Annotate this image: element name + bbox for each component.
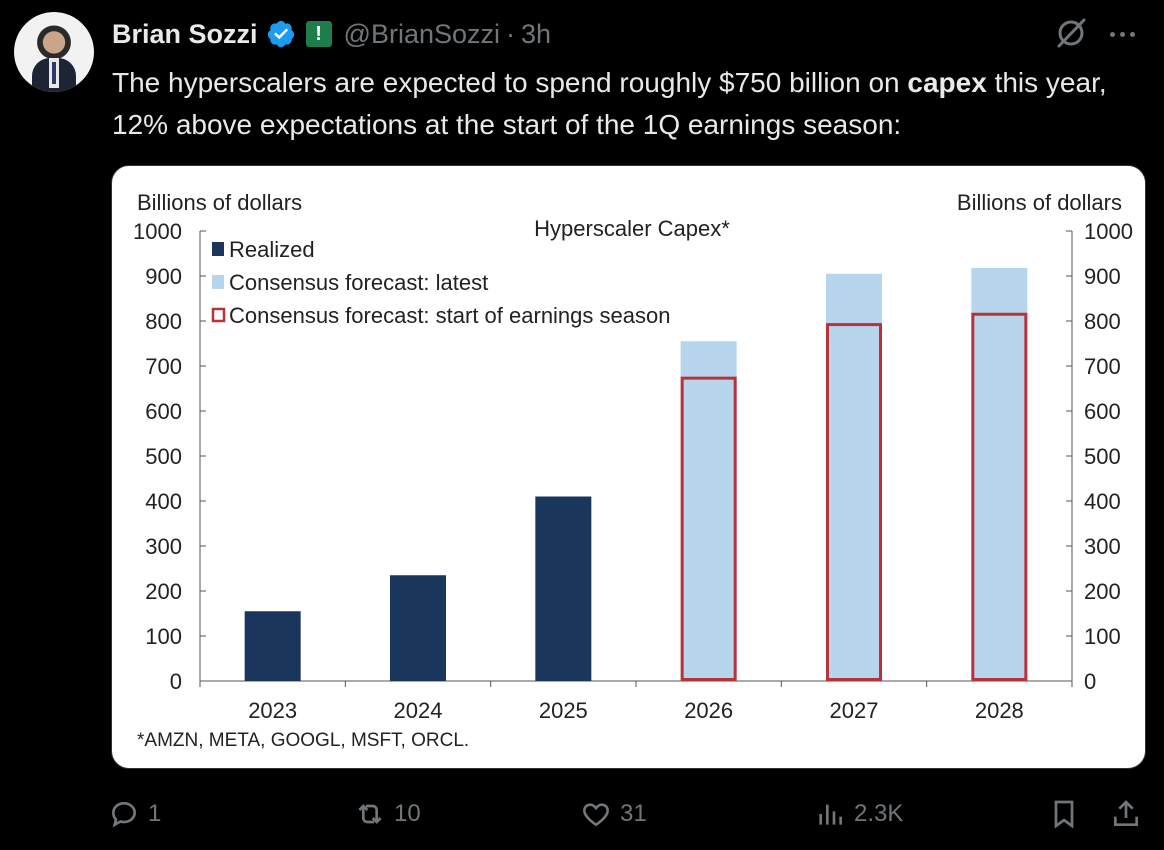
y-tick-label-right: 500 (1084, 444, 1121, 469)
y-tick-label-left: 300 (145, 534, 182, 559)
repost-count: 10 (394, 800, 421, 827)
views-button[interactable]: 2.3K (814, 798, 903, 830)
author-name[interactable]: Brian Sozzi (112, 18, 258, 49)
bar-consensus-start-outline (971, 312, 1028, 681)
y-tick-label-right: 300 (1084, 534, 1121, 559)
x-tick-label: 2026 (684, 698, 733, 723)
y-axis-label-right: Billions of dollars (957, 190, 1122, 215)
separator: · (506, 18, 515, 49)
tweet-text-bold: capex (907, 67, 987, 98)
bookmark-icon (1054, 800, 1074, 829)
bar-consensus-start-outline (680, 376, 737, 681)
bar-consensus-latest (680, 341, 737, 681)
y-tick-label-left: 900 (145, 264, 182, 289)
reply-count: 1 (148, 800, 162, 827)
repost-icon (358, 804, 382, 824)
x-tick-label: 2024 (394, 698, 443, 723)
views-count: 2.3K (854, 800, 904, 827)
y-tick-label-left: 1000 (133, 219, 182, 244)
bar-consensus-start-outline (826, 323, 882, 681)
tweet-time[interactable]: 3h (521, 18, 552, 49)
tweet-header: Brian Sozzi ! @BrianSozzi · 3h (112, 14, 551, 54)
y-tick-label-left: 800 (145, 309, 182, 334)
tweet-text-part1: The hyperscalers are expected to spend r… (112, 67, 908, 98)
y-tick-label-left: 400 (145, 489, 182, 514)
author-avatar[interactable] (14, 12, 94, 92)
reply-button[interactable]: 1 (108, 798, 161, 830)
verified-badge-icon (267, 20, 294, 48)
legend-swatch-realized (212, 242, 224, 256)
y-tick-label-left: 200 (145, 579, 182, 604)
y-tick-label-right: 800 (1084, 309, 1121, 334)
reply-icon (111, 801, 137, 828)
chart-title: Hyperscaler Capex* (534, 216, 730, 241)
share-button[interactable] (1110, 798, 1150, 830)
legend-swatch-consensus-start (211, 307, 226, 323)
y-tick-label-left: 100 (145, 624, 182, 649)
y-tick-label-left: 500 (145, 444, 182, 469)
like-count: 31 (620, 800, 647, 827)
bar-consensus-latest (971, 267, 1028, 681)
more-options-icon[interactable] (1110, 24, 1144, 44)
y-tick-label-left: 700 (145, 354, 182, 379)
y-tick-label-right: 100 (1084, 624, 1121, 649)
action-bar: 1 10 31 2.3K (0, 790, 1164, 844)
y-tick-label-right: 700 (1084, 354, 1121, 379)
y-tick-label-right: 200 (1084, 579, 1121, 604)
legend-label: Consensus forecast: start of earnings se… (229, 303, 670, 328)
bar-realized (535, 496, 592, 681)
affiliate-badge-icon: ! (305, 21, 332, 47)
x-tick-label: 2025 (539, 698, 588, 723)
y-tick-label-right: 0 (1084, 669, 1096, 694)
legend-swatch-consensus-latest (212, 275, 224, 289)
legend-label: Consensus forecast: latest (229, 270, 488, 295)
grok-icon[interactable] (1054, 16, 1088, 50)
tweet-text: The hyperscalers are expected to spend r… (112, 62, 1152, 146)
bar-realized (244, 611, 301, 681)
tweet-media-chart[interactable]: 0 0 100 100 200 200 300 300 400 400 500 500 600 600 70… (111, 165, 1146, 769)
bar-consensus-latest (826, 273, 882, 681)
bar-realized (390, 575, 446, 681)
bookmark-button[interactable] (1048, 798, 1088, 830)
x-tick-label: 2028 (975, 698, 1024, 723)
heart-icon (583, 803, 609, 827)
like-button[interactable]: 31 (580, 798, 647, 830)
repost-button[interactable]: 10 (354, 798, 421, 830)
legend-label: Realized (229, 237, 315, 262)
y-tick-label-left: 0 (170, 669, 182, 694)
y-tick-label-right: 400 (1084, 489, 1121, 514)
author-handle[interactable]: @BrianSozzi (343, 18, 500, 49)
views-icon (819, 804, 842, 825)
y-tick-label-right: 1000 (1084, 219, 1133, 244)
x-tick-label: 2023 (248, 698, 297, 723)
x-tick-label: 2027 (830, 698, 879, 723)
y-tick-label-right: 900 (1084, 264, 1121, 289)
y-tick-label-right: 600 (1084, 399, 1121, 424)
capex-chart: 0 0 100 100 200 200 300 300 400 400 500 500 600 600 70… (133, 190, 1133, 751)
y-tick-label-left: 600 (145, 399, 182, 424)
tweet-text-part2: this year, 12% above expectations at the… (112, 67, 1107, 140)
y-axis-label-left: Billions of dollars (137, 190, 302, 215)
avatar-tie (52, 62, 56, 84)
share-icon (1114, 800, 1138, 826)
chart-footnote: *AMZN, META, GOOGL, MSFT, ORCL. (137, 730, 469, 751)
